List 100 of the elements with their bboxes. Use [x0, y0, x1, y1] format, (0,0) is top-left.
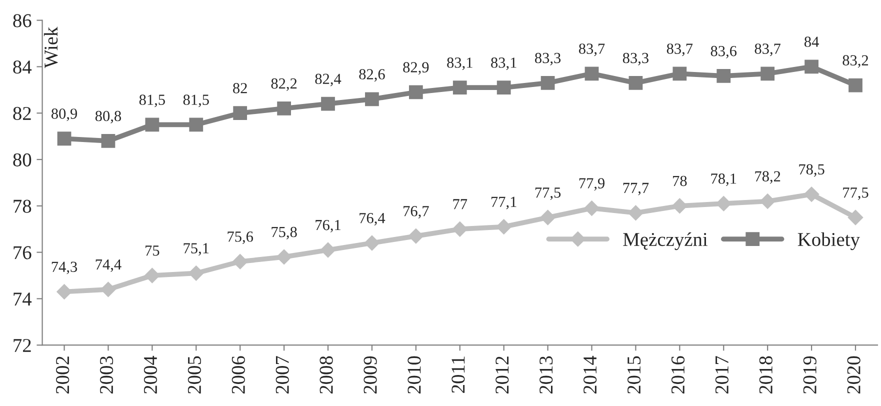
point — [57, 132, 72, 146]
x-tick-label: 2012 — [496, 356, 509, 394]
x-tick-label: 2014 — [584, 356, 597, 394]
data-label: 78,1 — [711, 174, 736, 186]
y-axis-title: Wiek — [44, 26, 58, 68]
point — [145, 118, 160, 132]
data-label: 78,2 — [755, 171, 780, 184]
x-tick-label: 2013 — [540, 356, 553, 394]
point — [804, 60, 818, 74]
data-label: 77,1 — [491, 196, 516, 210]
x-tick-label: 2019 — [803, 356, 816, 394]
point — [277, 102, 291, 116]
data-label: 83,3 — [622, 52, 648, 66]
data-label: 82,4 — [315, 74, 342, 86]
point — [189, 118, 204, 132]
y-tick-label: 74 — [14, 292, 32, 306]
data-label: 74,4 — [96, 259, 122, 272]
x-tick-label: 2015 — [627, 356, 641, 394]
data-label: 82 — [233, 83, 247, 94]
x-tick-label: 2016 — [671, 356, 685, 394]
data-label: 83,7 — [666, 44, 693, 56]
data-label: 78,5 — [799, 164, 824, 177]
point — [276, 249, 292, 265]
data-label: 81,5 — [183, 94, 209, 108]
x-tick-label: 2002 — [56, 356, 70, 394]
data-label: 75,6 — [228, 232, 254, 244]
point — [320, 242, 336, 258]
point — [496, 80, 511, 95]
y-tick-label: 80 — [13, 153, 32, 166]
point — [100, 282, 116, 297]
x-tick-label: 2007 — [276, 356, 289, 394]
data-label: 75,1 — [184, 243, 209, 256]
data-label: 77,7 — [623, 182, 649, 196]
y-tick-label: 86 — [13, 14, 32, 28]
point — [540, 210, 556, 226]
legend-label: Kobiety — [798, 232, 860, 250]
data-label: 76,1 — [316, 220, 340, 232]
y-tick-label: 82 — [13, 106, 31, 120]
legend-label: Mężczyźni — [623, 232, 708, 250]
data-label: 78 — [673, 176, 687, 186]
x-tick-label: 2003 — [100, 356, 114, 394]
point — [233, 106, 248, 120]
point — [408, 228, 424, 244]
data-label: 77,9 — [579, 178, 604, 191]
point — [716, 69, 731, 83]
data-label: 83,3 — [535, 52, 561, 66]
point — [364, 235, 380, 251]
point — [848, 210, 864, 226]
data-label: 83,2 — [842, 55, 868, 68]
x-tick-label: 2011 — [452, 356, 465, 393]
point — [452, 80, 467, 95]
data-label: 75 — [146, 246, 160, 256]
point — [760, 194, 776, 209]
x-tick-label: 2018 — [759, 356, 772, 394]
y-tick-label: 84 — [13, 60, 32, 74]
x-tick-label: 2009 — [364, 356, 377, 394]
point — [716, 196, 732, 212]
data-label: 84 — [804, 36, 819, 47]
x-tick-label: 2005 — [188, 356, 202, 394]
x-tick-label: 2020 — [847, 356, 860, 394]
data-label: 83,7 — [754, 44, 781, 56]
x-tick-label: 2008 — [320, 356, 333, 394]
data-label: 83,1 — [447, 58, 472, 70]
point — [56, 284, 72, 300]
data-label: 77,5 — [843, 188, 868, 200]
data-label: 83,7 — [578, 44, 605, 56]
point — [144, 268, 160, 284]
point — [848, 78, 862, 92]
point — [188, 266, 204, 281]
y-tick-label: 72 — [14, 338, 31, 352]
x-tick-label: 2006 — [232, 356, 245, 394]
data-label: 74,3 — [52, 262, 78, 274]
data-label: 81,5 — [139, 94, 165, 108]
point — [584, 200, 600, 216]
point — [452, 222, 468, 237]
data-label: 80,8 — [95, 110, 122, 124]
data-label: 80,9 — [51, 108, 78, 122]
y-tick-label: 78 — [14, 200, 32, 213]
point — [672, 198, 688, 214]
data-label: 76,4 — [360, 212, 386, 226]
point — [628, 76, 643, 90]
data-label: 76,7 — [404, 206, 429, 218]
point — [408, 85, 423, 100]
point — [101, 134, 116, 148]
point — [628, 205, 644, 220]
data-label: 82,6 — [359, 69, 385, 82]
data-label: 82,9 — [403, 62, 429, 75]
data-label: 82,2 — [271, 78, 297, 91]
point — [804, 186, 820, 202]
data-label: 77 — [453, 199, 468, 210]
x-tick-label: 2017 — [715, 356, 728, 394]
data-label: 83,1 — [491, 58, 516, 70]
data-label: 77,5 — [535, 188, 561, 200]
point — [672, 66, 687, 81]
point — [365, 92, 379, 106]
data-label: 83,6 — [710, 46, 737, 58]
point — [232, 254, 248, 270]
x-tick-label: 2004 — [144, 356, 158, 394]
point — [496, 219, 512, 234]
point — [584, 66, 599, 81]
